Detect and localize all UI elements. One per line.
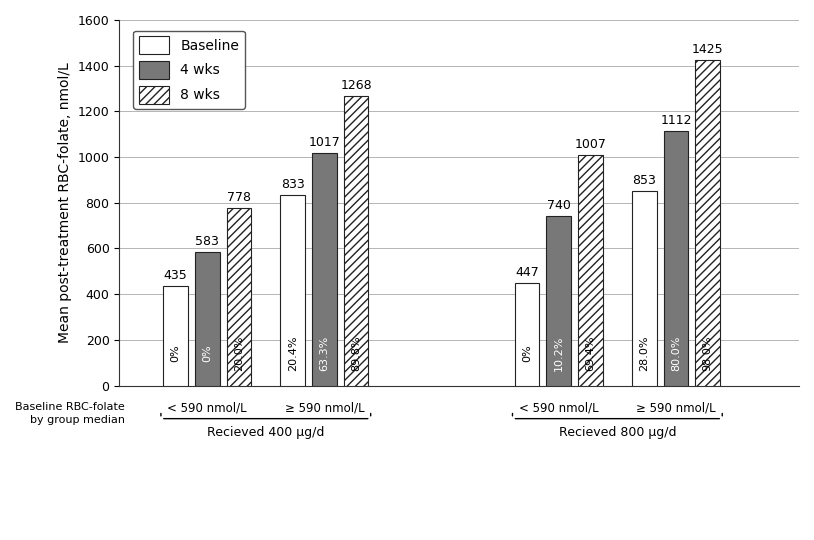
- Text: ≥ 590 nmol/L: ≥ 590 nmol/L: [285, 402, 364, 415]
- Bar: [164, 286, 188, 386]
- Bar: [578, 156, 602, 386]
- Bar: [514, 284, 540, 386]
- Legend: Baseline, 4 wks, 8 wks: Baseline, 4 wks, 8 wks: [133, 31, 245, 109]
- Text: < 590 nmol/L: < 590 nmol/L: [168, 402, 247, 415]
- Text: Recieved 800 μg/d: Recieved 800 μg/d: [558, 426, 676, 438]
- Text: 778: 778: [227, 191, 251, 204]
- Text: 853: 853: [632, 173, 656, 186]
- Bar: [281, 195, 305, 386]
- Bar: [663, 131, 689, 386]
- Text: 0%: 0%: [202, 345, 212, 362]
- Text: Baseline RBC-folate
by group median: Baseline RBC-folate by group median: [15, 402, 125, 425]
- Text: 98.0%: 98.0%: [702, 336, 712, 372]
- Bar: [632, 191, 657, 386]
- Text: 20.0%: 20.0%: [234, 336, 244, 371]
- Bar: [195, 252, 220, 386]
- Text: 447: 447: [515, 266, 539, 279]
- Text: 63.3%: 63.3%: [319, 336, 330, 371]
- Text: Recieved 400 μg/d: Recieved 400 μg/d: [207, 426, 325, 438]
- Text: 69.4%: 69.4%: [585, 336, 595, 372]
- Text: 1017: 1017: [309, 136, 340, 149]
- Text: 0%: 0%: [522, 345, 532, 362]
- Text: 10.2%: 10.2%: [554, 336, 564, 371]
- Bar: [546, 217, 571, 386]
- Text: 1268: 1268: [340, 79, 372, 92]
- Text: 583: 583: [195, 235, 219, 248]
- Text: 80.0%: 80.0%: [671, 336, 681, 371]
- Text: 833: 833: [281, 178, 304, 191]
- Text: 89.8%: 89.8%: [351, 336, 361, 372]
- Text: 1425: 1425: [692, 43, 724, 56]
- Bar: [695, 60, 720, 386]
- Text: 0%: 0%: [171, 345, 181, 362]
- Text: 20.4%: 20.4%: [288, 336, 298, 372]
- Text: < 590 nmol/L: < 590 nmol/L: [519, 402, 598, 415]
- Bar: [226, 208, 252, 386]
- Text: 740: 740: [547, 199, 571, 212]
- Text: 435: 435: [164, 269, 187, 282]
- Text: 28.0%: 28.0%: [639, 336, 650, 372]
- Y-axis label: Mean post-treatment RBC-folate, nmol/L: Mean post-treatment RBC-folate, nmol/L: [58, 63, 72, 343]
- Text: 1112: 1112: [660, 114, 692, 127]
- Text: 1007: 1007: [575, 138, 606, 151]
- Text: ≥ 590 nmol/L: ≥ 590 nmol/L: [636, 402, 716, 415]
- Bar: [344, 96, 369, 386]
- Bar: [312, 153, 337, 386]
